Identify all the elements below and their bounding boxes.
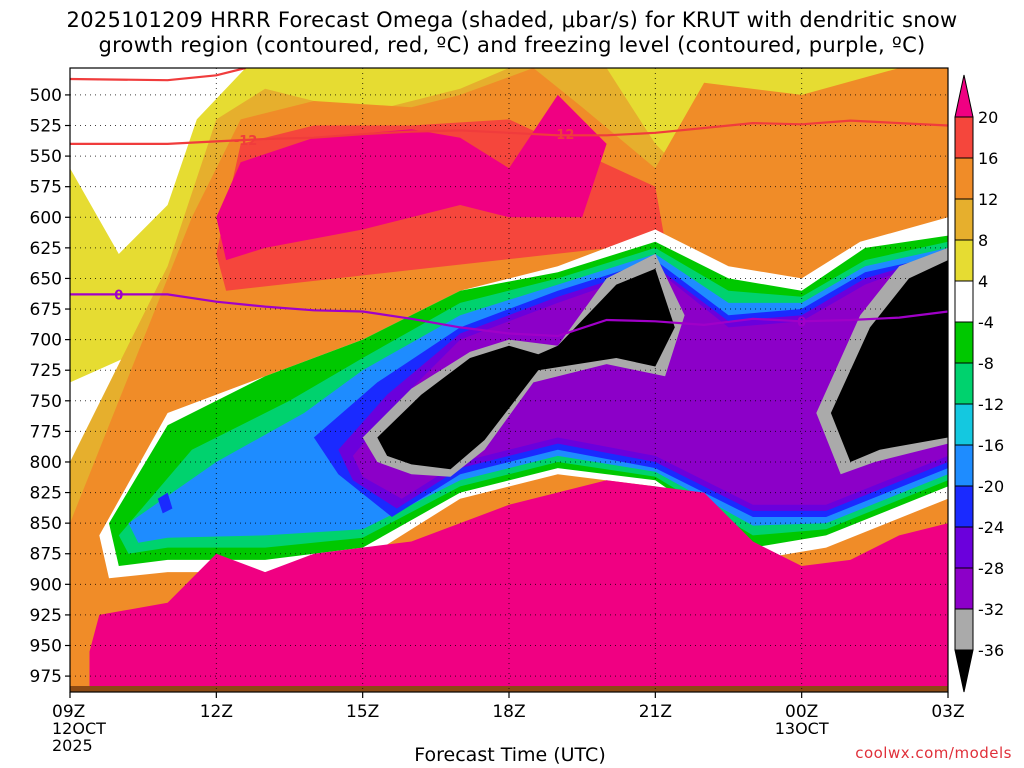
colorbar-label: -32 [978,600,1004,619]
colorbar-label: -36 [978,641,1004,660]
colorbar-cap-bottom [954,649,974,693]
colorbar-segment [954,608,974,651]
y-tick-label: 900 [30,575,62,595]
colorbar-label: 20 [978,108,998,127]
y-tick-label: 700 [30,331,62,351]
dgz-label-left: -12 [234,134,258,149]
colorbar-segment [954,239,974,282]
omega-region-13 [352,254,948,505]
y-tick-label: 725 [30,361,62,381]
colorbar-label: -20 [978,477,1004,496]
x-axis-title: Forecast Time (UTC) [414,744,606,766]
dgz-minus12-contour [70,119,948,145]
y-tick-label: 625 [30,239,62,259]
x-tick-label: 21Z [639,702,672,722]
x-tick-label: 15Z [346,702,379,722]
svg-text:-12: -12 [551,128,575,143]
colorbar-segment [954,444,974,487]
x-tick-label: 09Z [52,702,85,722]
x-tick-label: 03Z [931,702,964,722]
y-tick-label: 550 [30,147,62,167]
gridlines [70,68,948,692]
y-tick-label: 500 [30,86,62,106]
colorbar-label: -16 [978,436,1004,455]
colorbar-segment [954,362,974,405]
y-tick-label: 950 [30,637,62,657]
colorbar-segment [954,280,974,323]
x-tick-label: 12Z [200,702,233,722]
omega-region-1 [70,68,246,254]
colorbar-label: -8 [978,354,994,373]
colorbar-segment [954,526,974,569]
colorbar-cap-top [954,74,974,118]
colorbar-label: -12 [978,395,1004,414]
dgz-upper-contour [70,68,246,82]
y-tick-label: 600 [30,208,62,228]
colorbar-segment [954,321,974,364]
colorbar-label: -4 [978,313,994,332]
x-tick-sublabel: 12OCT [52,719,106,738]
colorbar: 20 16 12 8 4 -4 -8 -12 -16 -20 -24 -28 -32 -36 [954,74,1004,693]
x-tick-sublabel: 2025 [52,736,93,755]
dgz-label-right: -12 [551,128,575,143]
chart-title-line-1: 2025101209 HRRR Forecast Omega (shaded, … [66,8,958,32]
omega-region-16 [377,268,675,470]
colorbar-segment [954,198,974,241]
y-tick-label: 750 [30,392,62,412]
colorbar-segment [954,403,974,446]
y-tick-label: 775 [30,422,62,442]
contour-lines: -12 -12 0 0 [70,68,948,338]
freezing-label-right: 0 [797,315,806,330]
x-tick-label: 18Z [492,702,525,722]
omega-region-17 [830,260,948,462]
omega-region-6 [216,94,607,261]
colorbar-segment [954,157,974,200]
chart-title-line-2: growth region (contoured, red, ºC) and f… [98,33,926,57]
freezing-label-left: 0 [114,288,123,303]
credit-text: coolwx.com/models [855,744,1012,762]
colorbar-label: -28 [978,559,1004,578]
svg-text:-12: -12 [234,134,258,149]
y-tick-label: 650 [30,269,62,289]
omega-shading [70,68,948,692]
y-tick-label: 525 [30,117,62,137]
x-tick-label: 00Z [785,702,818,722]
y-tick-label: 975 [30,667,62,687]
y-tick-label: 875 [30,545,62,565]
colorbar-segment [954,485,974,528]
colorbar-label: 12 [978,190,998,209]
freezing-level-contour [70,293,948,338]
colorbar-label: 16 [978,149,998,168]
colorbar-segment [954,567,974,610]
colorbar-label: -24 [978,518,1004,537]
y-tick-label: 800 [30,453,62,473]
colorbar-segment [954,116,974,159]
omega-region-18 [157,492,173,514]
y-tick-label: 675 [30,300,62,320]
svg-text:0: 0 [797,315,806,330]
y-tick-label: 575 [30,178,62,198]
y-tick-label: 850 [30,514,62,534]
y-tick-label: 825 [30,484,62,504]
y-tick-label: 925 [30,606,62,626]
svg-text:0: 0 [114,288,123,303]
x-tick-sublabel: 13OCT [775,719,829,738]
colorbar-label: 4 [978,272,988,291]
colorbar-label: 8 [978,231,988,250]
omega-region-19 [89,480,948,692]
y-axis: 500 525 550 575 600 625 650 675 700 725 750 775 800 8… [30,86,70,687]
